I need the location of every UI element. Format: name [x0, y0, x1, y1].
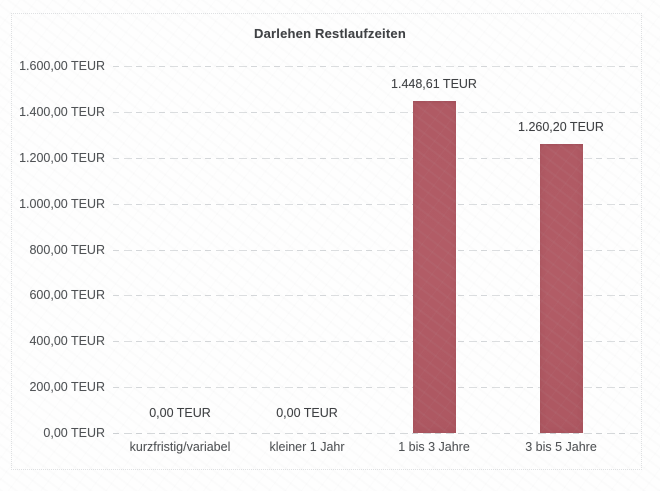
y-tick-label: 1.600,00 TEUR [19, 59, 105, 73]
y-tick-label: 400,00 TEUR [29, 334, 105, 348]
bar-value-label: 0,00 TEUR [149, 406, 211, 420]
gridline [113, 112, 640, 113]
chart-frame [11, 13, 642, 470]
y-tick-label: 1.400,00 TEUR [19, 105, 105, 119]
category-label: kurzfristig/variabel [129, 440, 231, 454]
bar-value-label: 1.260,20 TEUR [518, 120, 604, 134]
chart-title: Darlehen Restlaufzeiten [254, 26, 406, 41]
gridline [113, 341, 640, 342]
bar [413, 101, 456, 433]
y-tick-label: 600,00 TEUR [29, 288, 105, 302]
category-label: 3 bis 5 Jahre [525, 440, 597, 454]
gridline [113, 295, 640, 296]
gridline [113, 387, 640, 388]
bar-value-label: 0,00 TEUR [276, 406, 338, 420]
y-tick-label: 0,00 TEUR [43, 426, 105, 440]
y-tick-label: 800,00 TEUR [29, 243, 105, 257]
y-tick-label: 1.200,00 TEUR [19, 151, 105, 165]
bar-value-label: 1.448,61 TEUR [391, 77, 477, 91]
gridline [113, 433, 640, 434]
y-tick-label: 200,00 TEUR [29, 380, 105, 394]
bar [540, 144, 583, 433]
category-label: 1 bis 3 Jahre [398, 440, 470, 454]
y-tick-label: 1.000,00 TEUR [19, 197, 105, 211]
gridline [113, 66, 640, 67]
gridline [113, 158, 640, 159]
category-label: kleiner 1 Jahr [269, 440, 345, 454]
gridline [113, 250, 640, 251]
gridline [113, 204, 640, 205]
